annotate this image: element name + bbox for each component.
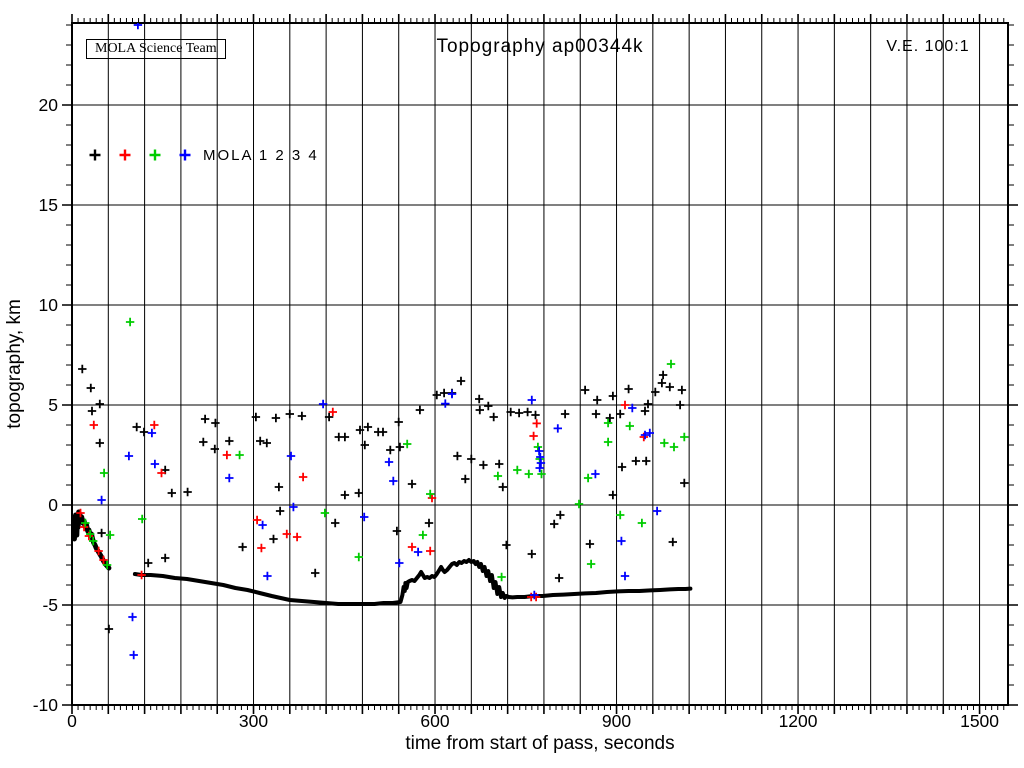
svg-text:600: 600 — [420, 711, 449, 731]
svg-text:15: 15 — [39, 195, 58, 215]
svg-text:-10: -10 — [33, 695, 59, 715]
legend-marker-1 — [89, 149, 101, 161]
svg-text:-5: -5 — [42, 595, 58, 615]
track-main-segment — [132, 558, 693, 606]
svg-text:10: 10 — [39, 295, 59, 315]
svg-text:900: 900 — [602, 711, 631, 731]
legend-markers — [89, 149, 191, 161]
svg-text:0: 0 — [48, 495, 58, 515]
vertical-exaggeration-label: V.E. 100:1 — [886, 38, 970, 55]
plot-frame — [71, 22, 1009, 706]
svg-text:0: 0 — [67, 711, 77, 731]
legend-label: MOLA 1 2 3 4 — [203, 147, 319, 164]
legend-marker-4 — [179, 149, 191, 161]
legend-marker-2 — [119, 149, 131, 161]
svg-text:1500: 1500 — [960, 711, 999, 731]
gridlines — [72, 23, 1008, 705]
minor-ticks — [66, 18, 1014, 710]
x-axis-title: time from start of pass, seconds — [405, 733, 675, 754]
svg-text:300: 300 — [239, 711, 268, 731]
legend-marker-3 — [149, 149, 161, 161]
series-mola-4 — [97, 23, 662, 660]
science-team-box: MOLA Science Team — [86, 39, 226, 59]
svg-text:20: 20 — [39, 95, 59, 115]
y-axis-title: topography, km — [4, 299, 25, 429]
series-mola-1 — [78, 364, 689, 634]
tick-labels: 0 300 600 900 1200 1500 -10 -5 0 5 10 15 20 — [33, 95, 1000, 731]
series-mola-2 — [76, 400, 648, 602]
series-mola-3 — [81, 317, 689, 582]
svg-text:1200: 1200 — [779, 711, 818, 731]
chart-title: Topography ap00344k — [436, 36, 644, 57]
svg-text:5: 5 — [48, 395, 58, 415]
major-ticks — [62, 14, 1018, 714]
data-layer — [72, 23, 693, 660]
